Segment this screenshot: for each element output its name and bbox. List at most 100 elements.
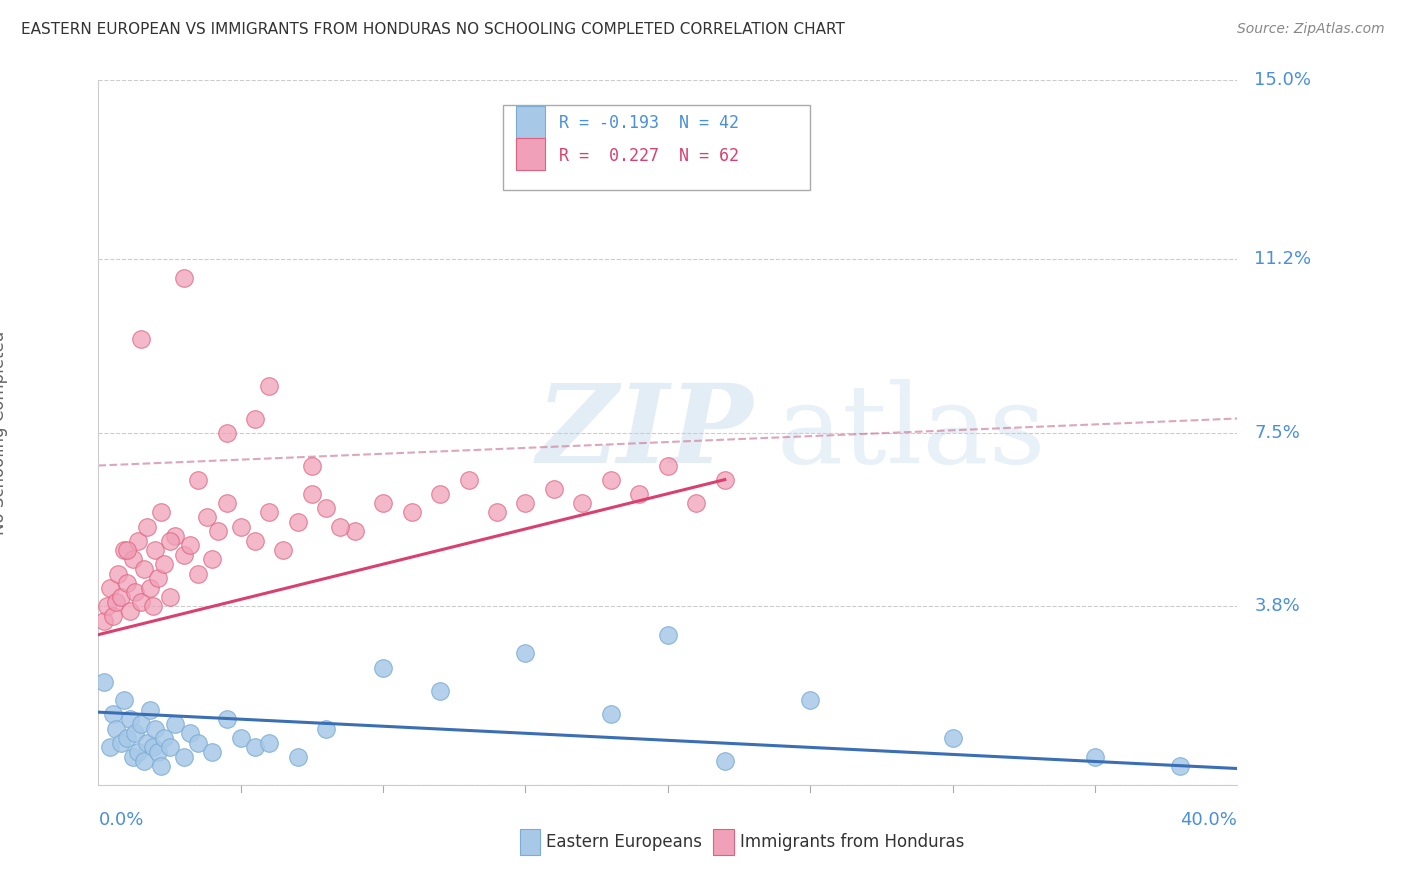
Text: 40.0%: 40.0% (1181, 811, 1237, 829)
Point (159, 740, 181, 755)
Point (259, 378, 281, 392)
Point (179, 726, 201, 740)
Point (1170, 759, 1192, 773)
Point (148, 745, 170, 759)
Point (150, 759, 173, 773)
Point (173, 270, 195, 285)
Point (129, 595, 152, 609)
Point (371, 660, 394, 674)
Point (571, 496, 593, 510)
Point (273, 543, 295, 558)
Point (201, 552, 224, 566)
Text: ZIP: ZIP (537, 379, 754, 486)
Point (124, 726, 146, 740)
Point (141, 599, 163, 614)
Point (159, 590, 181, 604)
Point (329, 519, 352, 533)
Point (685, 496, 707, 510)
Point (121, 552, 143, 566)
Point (104, 595, 127, 609)
Point (173, 749, 195, 764)
Point (159, 533, 181, 548)
Point (112, 693, 135, 707)
Point (112, 543, 135, 558)
Point (287, 515, 309, 529)
Point (229, 731, 252, 745)
Point (145, 543, 167, 558)
Point (195, 510, 218, 524)
Point (401, 506, 423, 520)
Point (101, 608, 124, 623)
Point (429, 684, 451, 698)
Point (93, 614, 115, 628)
Text: Immigrants from Honduras: Immigrants from Honduras (740, 833, 965, 851)
Point (132, 755, 155, 769)
Point (301, 486, 323, 500)
Point (942, 731, 965, 745)
Point (165, 529, 187, 543)
Point (173, 548, 195, 562)
Point (118, 604, 141, 618)
Text: Source: ZipAtlas.com: Source: ZipAtlas.com (1237, 22, 1385, 37)
Point (129, 332, 152, 346)
Point (371, 496, 394, 510)
Point (343, 524, 366, 539)
Point (429, 486, 451, 500)
Point (1084, 749, 1107, 764)
Text: 7.5%: 7.5% (1254, 424, 1301, 442)
Point (141, 740, 163, 755)
Point (132, 562, 155, 576)
Point (98, 740, 121, 755)
Point (600, 707, 623, 722)
Bar (713, 829, 734, 855)
Text: EASTERN EUROPEAN VS IMMIGRANTS FROM HONDURAS NO SCHOOLING COMPLETED CORRELATION : EASTERN EUROPEAN VS IMMIGRANTS FROM HOND… (21, 22, 845, 37)
Point (138, 581, 160, 595)
Point (187, 566, 209, 581)
Text: 11.2%: 11.2% (1254, 250, 1312, 268)
Point (714, 755, 737, 769)
Point (515, 496, 537, 510)
Point (486, 506, 509, 520)
Point (153, 557, 176, 571)
Point (259, 506, 281, 520)
Point (93, 674, 115, 689)
Point (135, 519, 157, 533)
Point (115, 543, 138, 558)
Point (600, 473, 623, 487)
Point (110, 736, 132, 750)
Point (127, 533, 149, 548)
Point (129, 717, 152, 731)
Point (229, 519, 252, 533)
FancyBboxPatch shape (503, 105, 810, 189)
Point (179, 538, 201, 552)
Point (628, 486, 651, 500)
Point (657, 627, 679, 641)
Point (138, 703, 160, 717)
Text: 0.0%: 0.0% (98, 811, 143, 829)
Point (150, 506, 173, 520)
Point (515, 647, 537, 661)
Point (543, 482, 565, 496)
Point (153, 731, 176, 745)
Point (148, 571, 170, 585)
Point (315, 500, 337, 515)
Point (287, 749, 309, 764)
Text: No Schooling Completed: No Schooling Completed (0, 331, 8, 534)
Point (799, 693, 821, 707)
Text: R =  0.227  N = 62: R = 0.227 N = 62 (558, 146, 738, 165)
Bar (520, 829, 540, 855)
Point (135, 736, 157, 750)
Point (118, 712, 141, 726)
Point (187, 736, 209, 750)
Bar (516, 138, 546, 169)
Point (121, 749, 143, 764)
Point (243, 740, 266, 755)
Point (714, 473, 737, 487)
Point (187, 473, 209, 487)
Text: atlas: atlas (776, 379, 1046, 486)
Point (243, 411, 266, 425)
Point (657, 458, 679, 473)
Point (243, 533, 266, 548)
Point (104, 722, 127, 736)
Point (101, 707, 124, 722)
